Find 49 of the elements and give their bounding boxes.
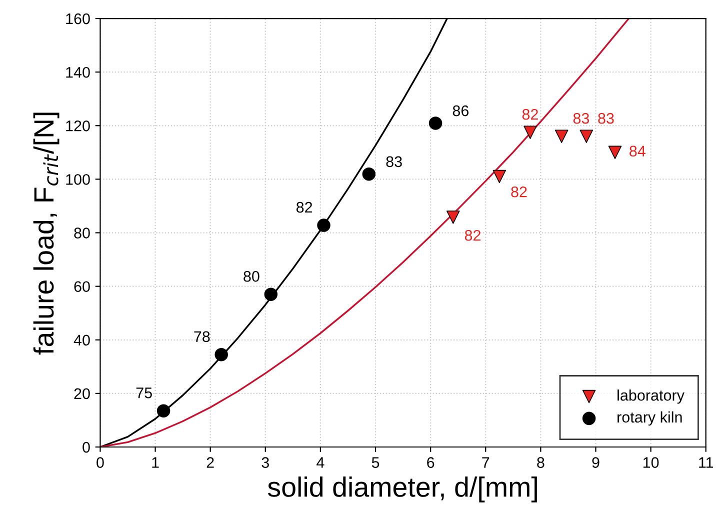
x-axis-title: solid diameter, d/[mm]	[268, 476, 537, 502]
x-tick-label: 2	[206, 457, 214, 468]
x-tick-label: 0	[96, 457, 104, 468]
y-tick-label: 120	[66, 120, 90, 132]
point	[554, 130, 568, 143]
y-tick-label: 160	[66, 13, 90, 24]
annotation: 75	[136, 388, 152, 398]
point	[446, 210, 460, 224]
annotation: 82	[522, 108, 538, 120]
annotation: 83	[573, 112, 590, 124]
y-tick-label: 60	[74, 281, 90, 292]
legend-label: laboratory	[618, 389, 684, 404]
point	[580, 130, 594, 143]
annotation: 80	[244, 270, 260, 282]
y-tick-label: 40	[74, 334, 90, 346]
y-tick-label: 140	[66, 66, 90, 78]
annotation: 82	[464, 230, 480, 241]
annotation: 86	[452, 105, 469, 116]
x-tick-label: 4	[316, 457, 324, 468]
x-tick-label: 11	[699, 457, 714, 468]
point	[608, 146, 622, 160]
x-tick-label: 3	[262, 457, 269, 468]
x-tick-label: 1	[152, 457, 159, 468]
x-tick-label: 5	[372, 457, 380, 468]
x-tick-label: 6	[427, 457, 434, 468]
x-tick-label: 10	[643, 457, 659, 468]
annotation: 78	[194, 331, 210, 342]
point	[428, 116, 442, 130]
y-axis-title: failure load, F$_{crit}$/[N]	[33, 112, 60, 355]
x-tick-label: 8	[537, 457, 544, 468]
point	[362, 167, 376, 181]
x-tick-label: 7	[482, 457, 490, 468]
y-tick-label: 20	[74, 388, 90, 400]
point	[524, 126, 537, 139]
y-tick-label: 100	[66, 174, 90, 185]
annotation: 83	[386, 156, 402, 168]
point	[492, 170, 506, 184]
point	[156, 404, 170, 418]
point	[264, 288, 278, 301]
y-tick-label: 80	[74, 228, 90, 238]
point	[317, 218, 330, 232]
y-tick-label: 0	[82, 442, 90, 453]
point	[214, 348, 228, 362]
annotation: 84	[630, 146, 646, 157]
annotation: 82	[511, 186, 527, 198]
x-tick-label: 9	[592, 457, 600, 468]
legend-label: rotary kiln	[618, 411, 682, 426]
annotation: 83	[598, 112, 614, 124]
annotation: 82	[296, 202, 312, 213]
